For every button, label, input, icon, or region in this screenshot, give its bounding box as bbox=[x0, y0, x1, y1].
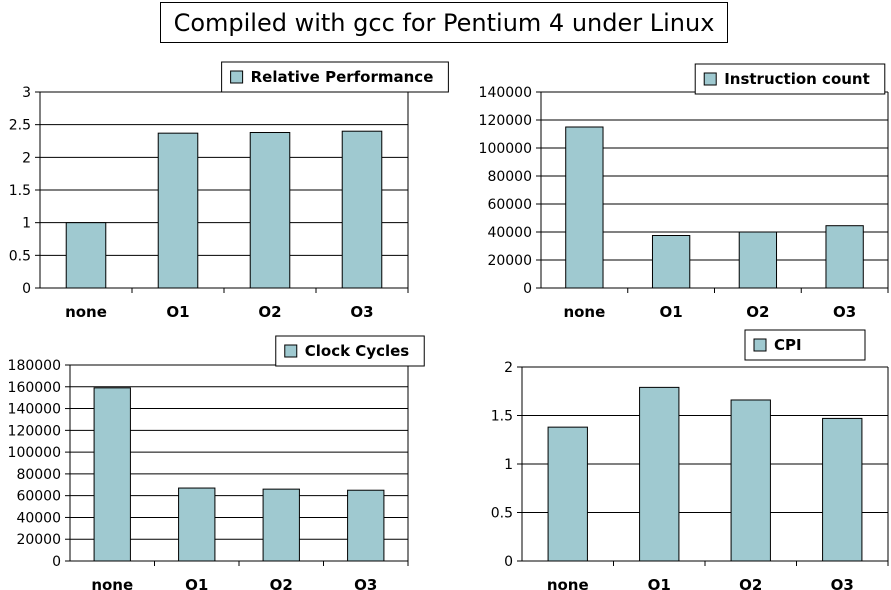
y-tick-label: 120000 bbox=[479, 113, 532, 129]
y-tick-label: 0.5 bbox=[9, 248, 31, 264]
bar bbox=[822, 417, 863, 562]
y-tick-label: 0.5 bbox=[491, 506, 513, 522]
x-tick-label: O3 bbox=[354, 576, 377, 590]
y-tick-label: 0 bbox=[504, 554, 513, 570]
legend-swatch bbox=[230, 70, 244, 84]
y-tick-label: 3 bbox=[22, 85, 31, 101]
legend-label: Relative Performance bbox=[251, 68, 434, 86]
x-tick-label: none bbox=[563, 303, 605, 321]
bar bbox=[738, 231, 778, 289]
y-tick-label: 40000 bbox=[487, 225, 532, 241]
bar bbox=[157, 132, 199, 289]
y-tick-label: 160000 bbox=[8, 380, 61, 396]
x-tick-label: none bbox=[547, 576, 589, 590]
y-tick-label: 80000 bbox=[487, 169, 532, 185]
x-tick-label: none bbox=[65, 303, 107, 321]
y-tick-label: 1.5 bbox=[491, 409, 513, 425]
y-tick-label: 140000 bbox=[479, 85, 532, 101]
x-tick-label: O2 bbox=[746, 303, 769, 321]
x-tick-label: O3 bbox=[350, 303, 373, 321]
legend-swatch bbox=[284, 344, 298, 358]
y-tick-label: 180000 bbox=[8, 358, 61, 374]
y-tick-label: 20000 bbox=[16, 532, 61, 548]
bar bbox=[651, 235, 691, 289]
legend-swatch bbox=[753, 338, 767, 352]
x-tick-label: O2 bbox=[270, 576, 293, 590]
y-tick-label: 20000 bbox=[487, 253, 532, 269]
y-tick-label: 1 bbox=[504, 457, 513, 473]
x-tick-label: O2 bbox=[258, 303, 281, 321]
y-tick-label: 100000 bbox=[479, 141, 532, 157]
legend-box bbox=[275, 335, 425, 367]
legend-label: Instruction count bbox=[724, 70, 870, 88]
bar bbox=[341, 130, 383, 289]
y-tick-label: 0 bbox=[523, 281, 532, 297]
legend-box bbox=[221, 61, 449, 93]
y-tick-label: 140000 bbox=[8, 402, 61, 418]
y-tick-label: 40000 bbox=[16, 510, 61, 526]
x-tick-label: O1 bbox=[166, 303, 189, 321]
bar bbox=[565, 126, 604, 289]
x-tick-label: O1 bbox=[660, 303, 683, 321]
y-tick-label: 80000 bbox=[16, 467, 61, 483]
bar bbox=[347, 489, 385, 562]
y-tick-label: 60000 bbox=[487, 197, 532, 213]
bar bbox=[262, 488, 300, 562]
y-tick-label: 100000 bbox=[8, 445, 61, 461]
y-tick-label: 120000 bbox=[8, 423, 61, 439]
y-tick-label: 0 bbox=[22, 281, 31, 297]
legend-label: Clock Cycles bbox=[305, 342, 410, 360]
y-tick-label: 2 bbox=[22, 150, 31, 166]
y-tick-label: 2 bbox=[504, 360, 513, 376]
legend-box bbox=[694, 63, 886, 95]
x-tick-label: O1 bbox=[185, 576, 208, 590]
bar bbox=[249, 132, 291, 289]
y-tick-label: 1 bbox=[22, 216, 31, 232]
x-tick-label: O2 bbox=[739, 576, 762, 590]
y-tick-label: 1.5 bbox=[9, 183, 31, 199]
x-tick-label: O1 bbox=[648, 576, 671, 590]
bar bbox=[178, 487, 216, 562]
x-tick-label: O3 bbox=[833, 303, 856, 321]
bar bbox=[639, 386, 680, 562]
legend-label: CPI bbox=[774, 336, 802, 354]
bar bbox=[730, 399, 771, 562]
bar bbox=[547, 426, 588, 562]
legend-swatch bbox=[703, 72, 717, 86]
bar bbox=[65, 222, 107, 289]
bar bbox=[93, 387, 131, 562]
x-tick-label: none bbox=[91, 576, 133, 590]
y-tick-label: 0 bbox=[52, 554, 61, 570]
x-tick-label: O3 bbox=[831, 576, 854, 590]
y-tick-label: 60000 bbox=[16, 489, 61, 505]
bar bbox=[825, 225, 864, 289]
y-tick-label: 2.5 bbox=[9, 118, 31, 134]
page-title: Compiled with gcc for Pentium 4 under Li… bbox=[160, 2, 728, 43]
